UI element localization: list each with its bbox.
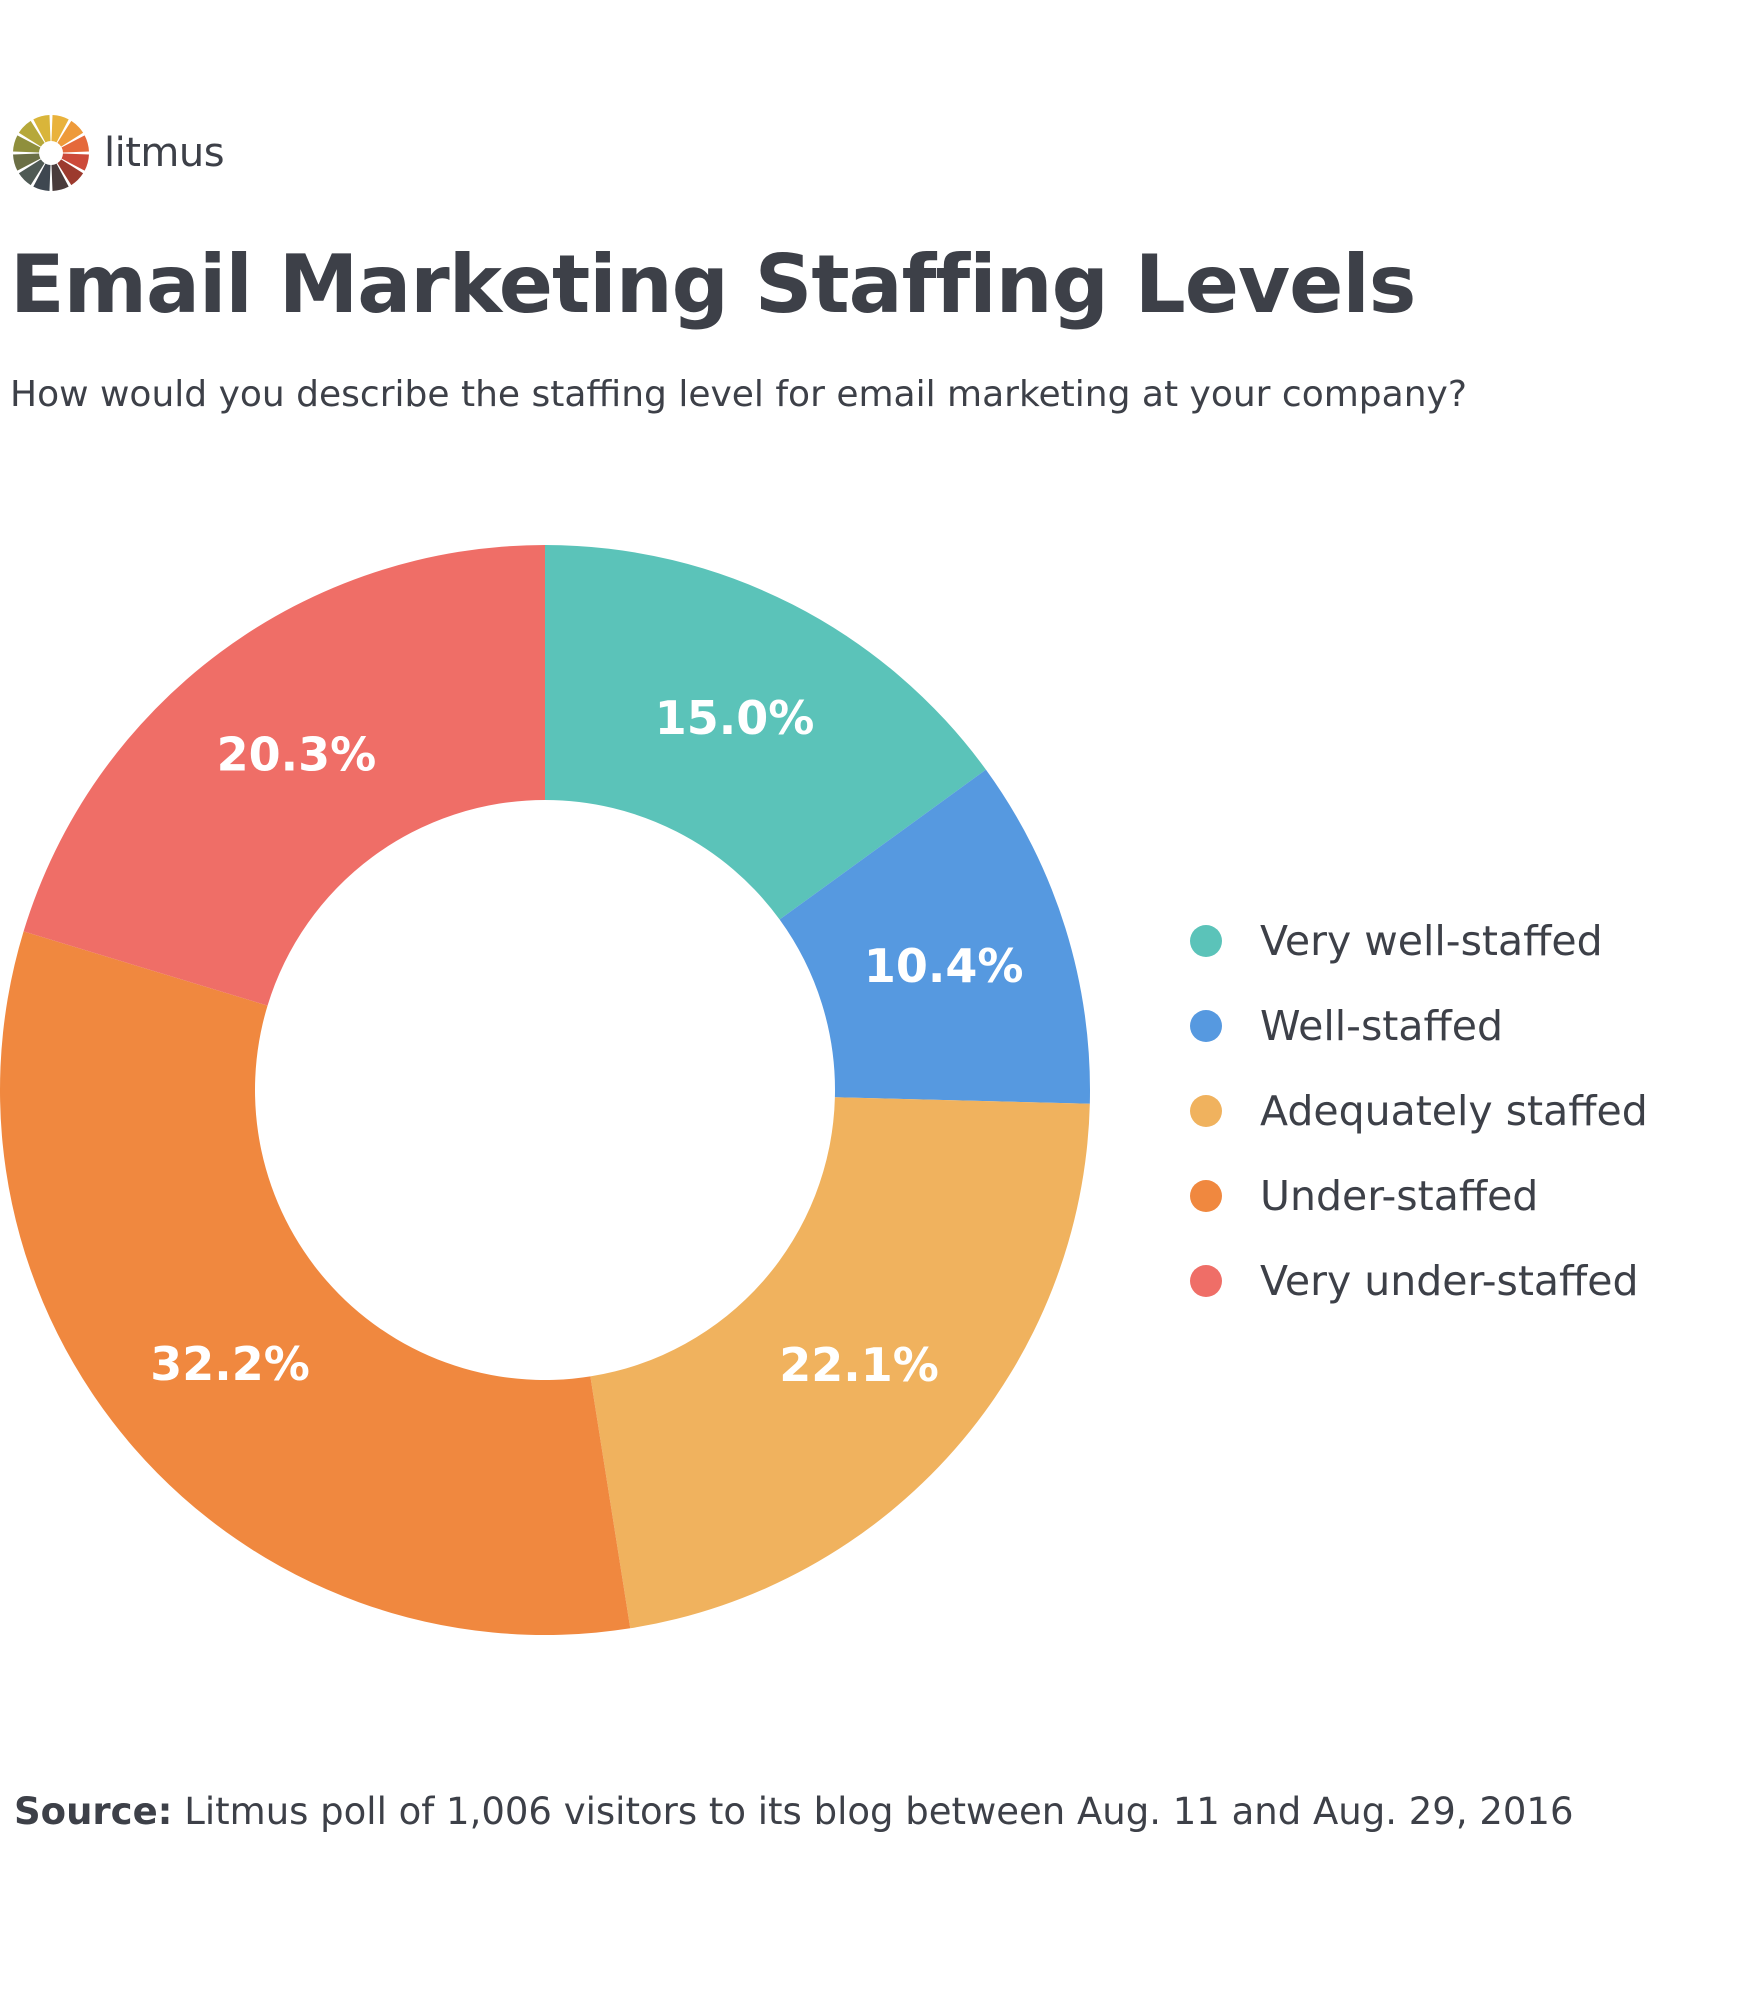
legend-label: Adequately staffed	[1260, 1086, 1648, 1135]
logo-segment	[57, 159, 84, 186]
donut-chart: 15.0% 10.4% 22.1% 32.2% 20.3%	[0, 545, 1090, 1635]
logo-segment	[18, 159, 45, 186]
legend-swatch-icon	[1190, 1094, 1222, 1127]
legend-item: Very well-staffed	[1190, 898, 1648, 983]
source-note: Source: Litmus poll of 1,006 visitors to…	[14, 1790, 1574, 1833]
logo-segment	[51, 115, 69, 143]
donut-slice-well-staffed	[779, 769, 1090, 1104]
logo-segment	[33, 163, 51, 191]
legend-label: Well-staffed	[1260, 1001, 1503, 1050]
legend-item: Adequately staffed	[1190, 1068, 1648, 1153]
logo-segment	[51, 163, 69, 191]
logo-segment	[13, 153, 41, 171]
donut-slice-adequately-staffed	[590, 1097, 1090, 1629]
legend-item: Well-staffed	[1190, 983, 1648, 1068]
source-label: Source:	[14, 1790, 173, 1833]
legend-item: Very under-staffed	[1190, 1238, 1648, 1323]
slice-value-label: 20.3%	[217, 728, 377, 782]
litmus-logo-icon	[13, 115, 89, 191]
legend-label: Very well-staffed	[1260, 916, 1603, 965]
source-text: Litmus poll of 1,006 visitors to its blo…	[172, 1790, 1574, 1833]
donut-slice-under-staffed	[0, 931, 631, 1635]
chart-title: Email Marketing Staffing Levels	[10, 238, 1416, 331]
legend-label: Under-staffed	[1260, 1171, 1539, 1220]
logo-segment	[61, 135, 89, 153]
legend-item: Under-staffed	[1190, 1153, 1648, 1238]
chart-subtitle: How would you describe the staffing leve…	[10, 374, 1467, 415]
logo-segment	[13, 135, 41, 153]
chart-legend: Very well-staffed Well-staffed Adequately …	[1190, 898, 1648, 1323]
brand-name: litmus	[104, 130, 225, 176]
logo-segment	[61, 153, 89, 171]
legend-label: Very under-staffed	[1260, 1256, 1639, 1305]
legend-swatch-icon	[1190, 1264, 1222, 1297]
legend-swatch-icon	[1190, 924, 1222, 957]
logo-segment	[57, 120, 84, 147]
logo-segment	[18, 120, 45, 147]
legend-swatch-icon	[1190, 1179, 1222, 1212]
litmus-logo: litmus	[12, 114, 225, 192]
logo-segment	[33, 115, 51, 143]
slice-value-label: 15.0%	[655, 691, 815, 745]
slice-value-label: 32.2%	[150, 1337, 310, 1391]
donut-slice-very-well-staffed	[545, 545, 986, 920]
slice-value-label: 10.4%	[864, 939, 1024, 993]
legend-swatch-icon	[1190, 1009, 1222, 1042]
slice-value-label: 22.1%	[779, 1338, 939, 1392]
donut-slice-very-under-staffed	[23, 545, 546, 1006]
